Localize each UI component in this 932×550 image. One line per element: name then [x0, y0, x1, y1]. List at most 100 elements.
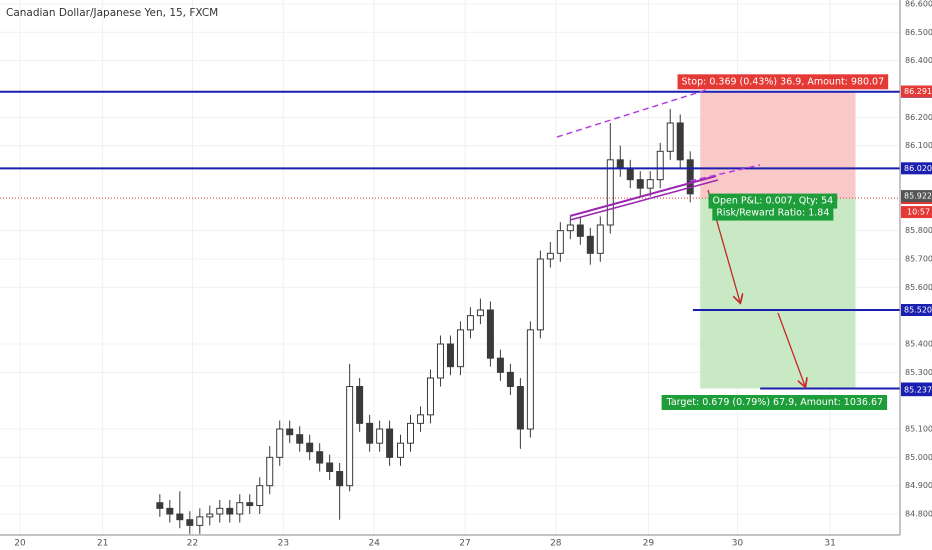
trendline	[569, 179, 719, 221]
arrow	[777, 312, 805, 386]
y-tick-label: 85.400	[905, 340, 932, 349]
position-label: Open P&L: 0.007, Qty: 54	[712, 196, 833, 207]
candle-body	[376, 428, 384, 444]
candle-body	[206, 513, 214, 518]
position-label: Target: 0.679 (0.79%) 67.9, Amount: 1036…	[666, 397, 883, 408]
x-tick-label: 24	[368, 539, 380, 549]
x-tick-label: 20	[14, 539, 26, 549]
candle-body	[546, 252, 554, 260]
price-tag-label: 85.237	[904, 386, 932, 395]
chart-title: Canadian Dollar/Japanese Yen, 15, FXCM	[6, 7, 218, 19]
y-tick-label: 85.600	[905, 283, 932, 292]
candle-body	[406, 422, 414, 444]
y-tick-label: 84.800	[905, 510, 932, 519]
x-tick-label: 31	[824, 539, 835, 549]
price-tag-label: 85.922	[904, 192, 932, 201]
x-tick-label: 21	[97, 539, 108, 549]
y-tick-label: 86.600	[905, 0, 932, 8]
position-labels: Stop: 0.369 (0.43%) 36.9, Amount: 980.07…	[661, 74, 889, 410]
candle-body	[226, 507, 234, 515]
position-label: Risk/Reward Ratio: 1.84	[716, 208, 829, 219]
trendlines	[556, 89, 805, 386]
price-tag	[901, 190, 932, 203]
candle-body	[566, 224, 574, 232]
candle-body	[346, 386, 354, 487]
x-tick-label: 28	[550, 539, 562, 549]
price-tag	[901, 304, 932, 317]
candle-body	[496, 357, 504, 373]
candle-body	[506, 371, 514, 388]
candles	[156, 108, 694, 534]
target-zone	[700, 198, 856, 389]
stop-zone	[700, 91, 856, 199]
candle-body	[536, 258, 544, 331]
price-axis	[900, 0, 932, 550]
candle-body	[256, 485, 264, 507]
x-tick-label: 27	[459, 539, 470, 549]
candle-body	[616, 159, 624, 169]
x-tick-label: 30	[732, 539, 744, 549]
x-tick-label: 29	[643, 539, 655, 549]
candle-body	[397, 442, 405, 458]
candle-body	[586, 235, 594, 254]
y-tick-label: 85.700	[905, 254, 932, 263]
x-tick-label: 23	[278, 539, 289, 549]
candle-body	[436, 343, 444, 379]
position-label-box	[708, 193, 838, 209]
position-label: Stop: 0.369 (0.43%) 36.9, Amount: 980.07	[682, 76, 885, 87]
price-tag-label: 86.020	[904, 164, 932, 173]
position-zones	[700, 91, 856, 389]
candle-body	[606, 159, 614, 226]
price-tag	[901, 85, 932, 98]
position-label-box	[712, 205, 834, 221]
candle-body	[576, 224, 584, 237]
trendline	[556, 89, 707, 138]
axis-labels: 86.600 86.500 86.400 86.200 86.100 85.800 85.7…	[14, 0, 932, 549]
candle-body	[636, 179, 644, 189]
candle-body	[466, 315, 474, 331]
candle-body	[646, 179, 654, 189]
candle-body	[186, 519, 194, 526]
candle-body	[446, 343, 454, 368]
candle-body	[306, 442, 314, 453]
candle-body	[626, 167, 634, 181]
position-label-box	[677, 74, 889, 90]
trendline	[689, 164, 761, 182]
y-tick-label: 85.300	[905, 368, 932, 377]
candle-body	[286, 428, 294, 436]
candle-body	[356, 386, 364, 424]
candle-body	[416, 414, 424, 424]
x-tick-label: 22	[187, 539, 198, 549]
y-tick-label: 86.500	[905, 28, 932, 37]
y-tick-label: 86.400	[905, 56, 932, 65]
candle-body	[456, 329, 464, 368]
price-tag	[901, 384, 932, 397]
candle-body	[686, 159, 694, 195]
candle-body	[176, 513, 184, 521]
countdown-box	[901, 206, 932, 219]
trendline	[569, 175, 717, 217]
candle-body	[426, 377, 434, 416]
candle-body	[196, 516, 204, 526]
candle-body	[326, 462, 334, 473]
candle-body	[596, 224, 604, 254]
candle-body	[246, 502, 254, 507]
candle-body	[276, 428, 284, 458]
candle-body	[156, 502, 164, 509]
candle-body	[666, 122, 674, 152]
candle-body	[476, 309, 484, 317]
candle-body	[216, 507, 224, 515]
y-tick-label: 85.000	[905, 453, 932, 462]
candle-body	[266, 456, 274, 487]
candle-body	[316, 451, 324, 464]
y-tick-label: 85.100	[905, 425, 932, 434]
candle-body	[556, 230, 564, 254]
price-tag-label: 85.520	[904, 306, 932, 315]
candle-body	[236, 502, 244, 515]
y-tick-label: 85.800	[905, 226, 932, 235]
candle-body	[166, 507, 174, 515]
price-tag-label: 86.291	[904, 87, 932, 96]
candle-body	[516, 386, 524, 430]
price-tag	[901, 162, 932, 175]
